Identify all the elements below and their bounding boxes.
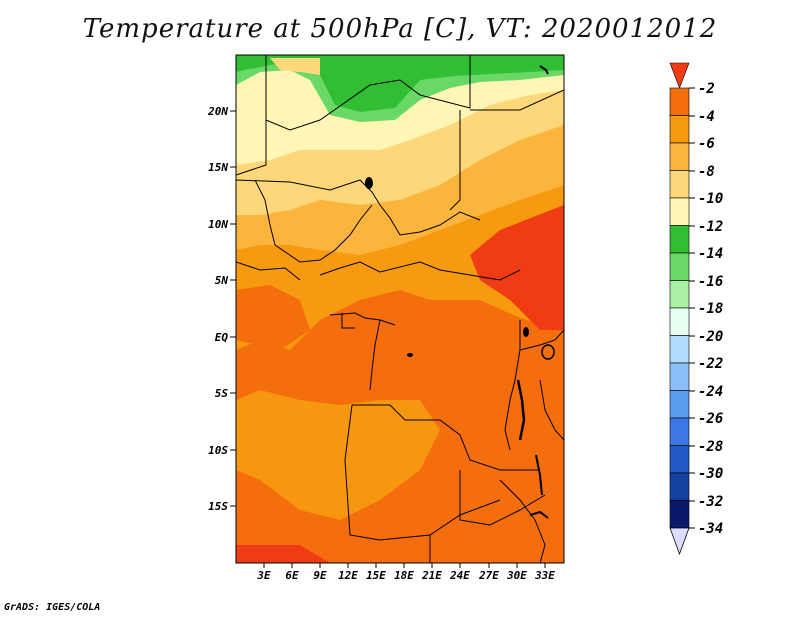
lake-malawi [535, 454, 543, 496]
latitude-axis: 20N 15N 10N 5N EQ 5S 10S 15S [207, 105, 236, 513]
border-coast-west [236, 261, 301, 281]
lat-label: 15N [208, 161, 228, 174]
colorbar-swatch [669, 142, 690, 171]
colorbar-swatch [669, 472, 690, 501]
colorbar-swatch [669, 170, 690, 199]
colorbar-ticks [689, 87, 695, 529]
border-drc-east [504, 320, 521, 451]
colorbar-label: -28 [698, 439, 723, 455]
region-warm-gulf [236, 285, 310, 350]
colorbar-label: -24 [698, 384, 723, 400]
colorbar-swatch [669, 335, 690, 364]
border-nigeria-east [274, 204, 373, 263]
colorbar-label: -14 [698, 246, 723, 262]
colorbar-bottom-triangle [669, 527, 690, 556]
border-car-south [319, 261, 521, 281]
lat-label: 20N [207, 105, 228, 118]
country-borders [236, 55, 564, 563]
lon-label: 21E [421, 569, 442, 582]
colorbar-top-triangle [669, 62, 690, 89]
border-egypt [470, 89, 564, 111]
border-nigeria-west [254, 179, 276, 246]
nile-delta [539, 65, 549, 75]
colorbar-label: -20 [698, 329, 723, 345]
lake-albert [523, 327, 529, 337]
lon-label: 3E [256, 569, 271, 582]
border-chad-south [236, 179, 481, 236]
colorbar-swatch [669, 390, 690, 419]
border-sudan-west [449, 110, 461, 211]
colorbar-label: -22 [698, 356, 723, 372]
lon-label: 24E [449, 569, 470, 582]
border-uganda [519, 329, 564, 351]
colorbar-label: -32 [698, 494, 723, 510]
border-west-sahel [236, 120, 267, 176]
border-angola-north [352, 404, 540, 471]
lon-label: 33E [534, 569, 555, 582]
lat-label: 10N [208, 218, 228, 231]
colorbar-label: -4 [698, 109, 715, 125]
lat-label: 5N [215, 274, 229, 287]
region-hot-east [470, 205, 564, 330]
border-tanzania [539, 379, 564, 441]
border-congo-drc [369, 319, 381, 391]
lake-kariba [529, 510, 549, 519]
colorbar-label: -34 [698, 521, 723, 537]
lake-mai-ndombe [407, 353, 413, 357]
region-hot-sw [236, 545, 330, 563]
colorbar-swatch [669, 445, 690, 474]
colorbar-label: -16 [698, 274, 723, 290]
lon-label: 18E [394, 569, 414, 582]
lat-label: 15S [208, 500, 228, 513]
lon-label: 30E [506, 569, 527, 582]
border-gabon [329, 312, 396, 326]
lon-label: 9E [313, 569, 327, 582]
colorbar-label: -18 [698, 301, 723, 317]
colorbar-swatch [669, 307, 690, 336]
region-cool-patch [270, 58, 320, 75]
lat-label: 5S [215, 387, 229, 400]
lon-label: 12E [338, 569, 358, 582]
colorbar-swatch [669, 252, 690, 281]
longitude-axis: 3E 6E 9E 12E 15E 18E 21E 24E 27E 30E 33E [256, 563, 555, 582]
colorbar-swatch [669, 362, 690, 391]
lake-victoria [541, 344, 555, 360]
lat-label: EQ [215, 331, 229, 344]
colorbar-swatch [669, 87, 690, 116]
lat-label: 10S [208, 444, 228, 457]
colorbar: -2 -4 -6 -8 -10 -12 -14 -16 -18 -20 -22 … [669, 62, 723, 556]
map-frame [235, 54, 565, 564]
colorbar-swatch [669, 197, 690, 226]
lon-label: 6E [285, 569, 299, 582]
colorbar-swatch [669, 500, 690, 529]
lakes [365, 65, 555, 519]
colorbar-label: -6 [698, 136, 715, 152]
colorbar-swatch [669, 225, 690, 254]
region-mid-south [236, 390, 440, 520]
colorbar-labels: -2 -4 -6 -8 -10 -12 -14 -16 -18 -20 -22 … [698, 81, 723, 537]
colorbar-label: -30 [698, 466, 723, 482]
lake-chad [365, 177, 373, 189]
lake-tanganyika [516, 379, 526, 441]
border-eqguinea [341, 313, 355, 329]
colorbar-swatches [669, 87, 690, 529]
colorbar-swatch [669, 280, 690, 309]
colorbar-label: -26 [698, 411, 723, 427]
temperature-field [236, 55, 564, 563]
colorbar-label: -2 [698, 81, 715, 97]
border-mozambique [499, 479, 546, 563]
border-zambia [459, 470, 546, 526]
lon-label: 15E [366, 569, 386, 582]
colorbar-swatch [669, 115, 690, 144]
colorbar-label: -12 [698, 219, 723, 235]
grads-credit: GrADS: IGES/COLA [4, 602, 101, 613]
colorbar-label: -8 [698, 164, 715, 180]
map-title: Temperature at 500hPa [C], VT: 202001201… [82, 14, 718, 44]
colorbar-label: -10 [698, 191, 723, 207]
border-sahara [265, 55, 471, 131]
colorbar-swatch [669, 417, 690, 446]
lon-label: 27E [478, 569, 499, 582]
